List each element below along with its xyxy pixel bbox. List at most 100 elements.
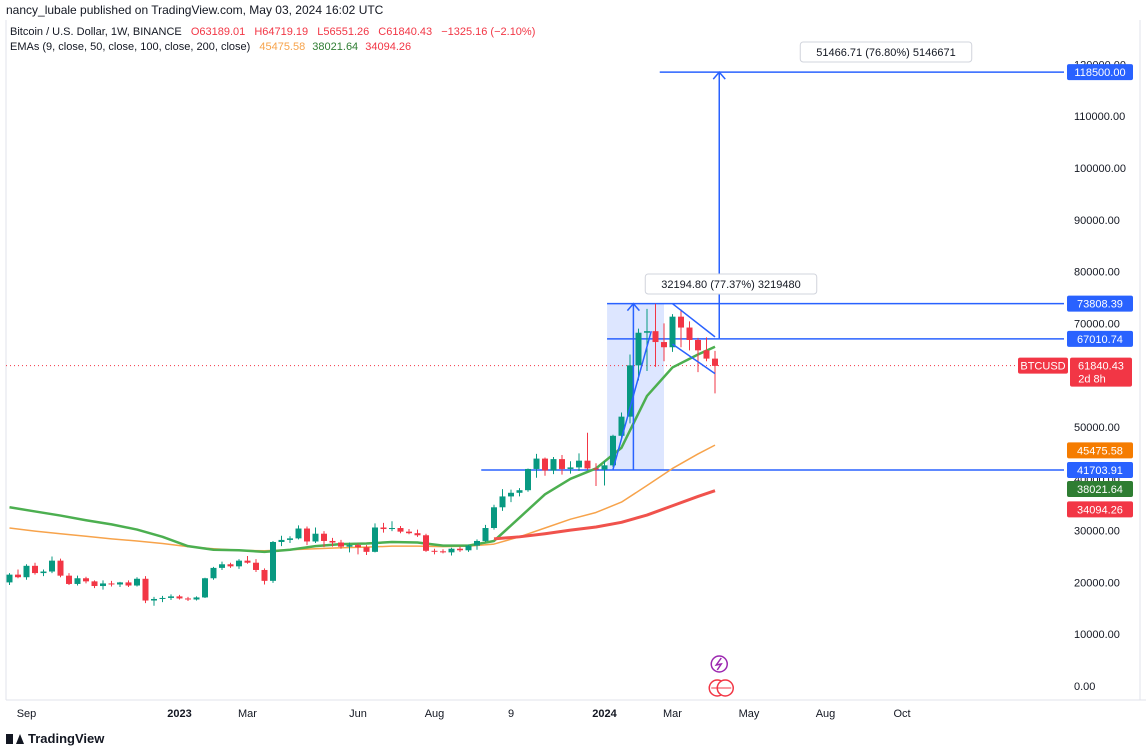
tradingview-footer: TradingView	[6, 731, 104, 746]
candle-body	[686, 327, 693, 340]
x-tick-label: 9	[508, 708, 514, 720]
x-tick-label: 2024	[592, 708, 617, 720]
candle-body	[508, 492, 514, 497]
lightning-icon	[714, 657, 723, 671]
candle-body	[210, 567, 217, 579]
ema-title[interactable]: EMAs (9, close, 50, close, 100, close, 2…	[10, 41, 251, 53]
candle-body	[168, 596, 174, 598]
ema50-value: 38021.64	[312, 41, 359, 53]
candle-body	[244, 560, 251, 563]
symbol-tag-label[interactable]: BTCUSD	[1020, 361, 1065, 373]
symbol-name[interactable]: Bitcoin / U.S. Dollar, 1W, BINANCE	[10, 26, 182, 38]
candle-body	[448, 548, 455, 553]
candle-body	[66, 575, 72, 584]
candle-body	[142, 578, 149, 601]
candle-body	[661, 342, 667, 348]
ema100-value: 34094.26	[365, 41, 412, 53]
measure-label-2-box	[799, 41, 973, 63]
candle-body	[593, 468, 599, 470]
price-tag-label: 34094.26	[1077, 504, 1123, 516]
ohlc-open: O63189.01	[190, 26, 246, 38]
x-tick-label: Aug	[425, 708, 445, 720]
price-tag-label: 73808.39	[1077, 299, 1123, 311]
candle-body	[567, 467, 574, 469]
price-tag-box	[1067, 64, 1133, 81]
candle-body	[499, 496, 506, 508]
candle-body	[465, 545, 472, 551]
candle-body	[219, 564, 225, 568]
y-tick-label: 100000.00	[1074, 163, 1126, 175]
measure-label-1: 32194.80 (77.37%) 3219480	[661, 279, 800, 291]
candle-body	[227, 564, 234, 567]
y-tick-label: 0.00	[1074, 681, 1095, 693]
y-tick-label: 10000.00	[1074, 629, 1120, 641]
candle-body	[185, 598, 191, 600]
candle-body	[695, 339, 701, 351]
measure-arrow-1-head	[626, 302, 640, 312]
candle-body	[610, 435, 616, 466]
x-tick-label: Mar	[238, 708, 257, 720]
candle-body	[312, 533, 319, 542]
ema100-line	[493, 489, 716, 541]
candle-body	[474, 540, 480, 546]
x-tick-label: Jun	[349, 708, 367, 720]
x-tick-label: Aug	[816, 708, 836, 720]
candle-body	[202, 578, 208, 598]
candle-body	[6, 574, 13, 583]
candle-body	[338, 542, 344, 547]
channel-upper-line	[672, 303, 716, 338]
candle-body	[440, 551, 446, 553]
candle-body	[23, 565, 30, 578]
symbol-legend: Bitcoin / U.S. Dollar, 1W, BINANCE O6318…	[10, 26, 541, 38]
candle-body	[423, 535, 429, 551]
ohlc-close: C61840.43	[378, 26, 433, 38]
candle-body	[491, 507, 497, 529]
candle-body	[40, 571, 47, 574]
candle-body	[363, 547, 370, 552]
y-tick-label: 90000.00	[1074, 215, 1120, 227]
ema-legend: EMAs (9, close, 50, close, 100, close, 2…	[10, 41, 415, 53]
publisher-line: nancy_lubale published on TradingView.co…	[6, 3, 384, 17]
candle-body	[406, 531, 412, 534]
candle-body	[321, 533, 327, 541]
candle-body	[533, 458, 540, 469]
price-tag-box	[1067, 481, 1133, 498]
candle-body	[108, 583, 115, 585]
symbol-tag-box	[1018, 357, 1068, 374]
candle-body	[346, 545, 353, 547]
x-tick-label: 2023	[167, 708, 191, 720]
candle-body	[712, 358, 718, 366]
candle-body	[295, 528, 302, 539]
candle-body	[32, 565, 38, 574]
last-price-label: 61840.43	[1078, 361, 1124, 373]
y-tick-label: 30000.00	[1074, 526, 1120, 538]
candle-body	[635, 332, 642, 366]
candle-body	[618, 416, 625, 436]
y-tick-label: 50000.00	[1074, 422, 1120, 434]
y-tick-label: 110000.00	[1074, 111, 1125, 123]
price-tag-label: 45475.58	[1077, 445, 1123, 457]
candle-body	[355, 545, 361, 548]
candle-body	[576, 460, 582, 468]
ohlc-low: L56551.26	[317, 26, 370, 38]
price-tag-box	[1067, 442, 1133, 459]
candle-body	[57, 560, 64, 576]
candle-body	[644, 331, 650, 333]
ohlc-change: −1325.16 (−2.10%)	[441, 26, 536, 38]
candle-body	[287, 538, 293, 540]
candle-body	[83, 578, 89, 582]
candle-body	[550, 459, 557, 471]
candle-body	[431, 550, 438, 552]
price-tag-label: 38021.64	[1077, 484, 1123, 496]
candle-body	[678, 316, 684, 328]
price-tag-label: 118500.00	[1074, 67, 1125, 79]
x-tick-label: Sep	[17, 708, 37, 720]
candle-body	[389, 528, 395, 530]
footer-brand: TradingView	[28, 731, 105, 746]
candle-body	[134, 578, 140, 586]
y-tick-label: 80000.00	[1074, 267, 1120, 279]
candle-body	[74, 578, 81, 584]
price-tag-label: 67010.74	[1077, 334, 1123, 346]
measure-label-1-box	[644, 273, 818, 295]
